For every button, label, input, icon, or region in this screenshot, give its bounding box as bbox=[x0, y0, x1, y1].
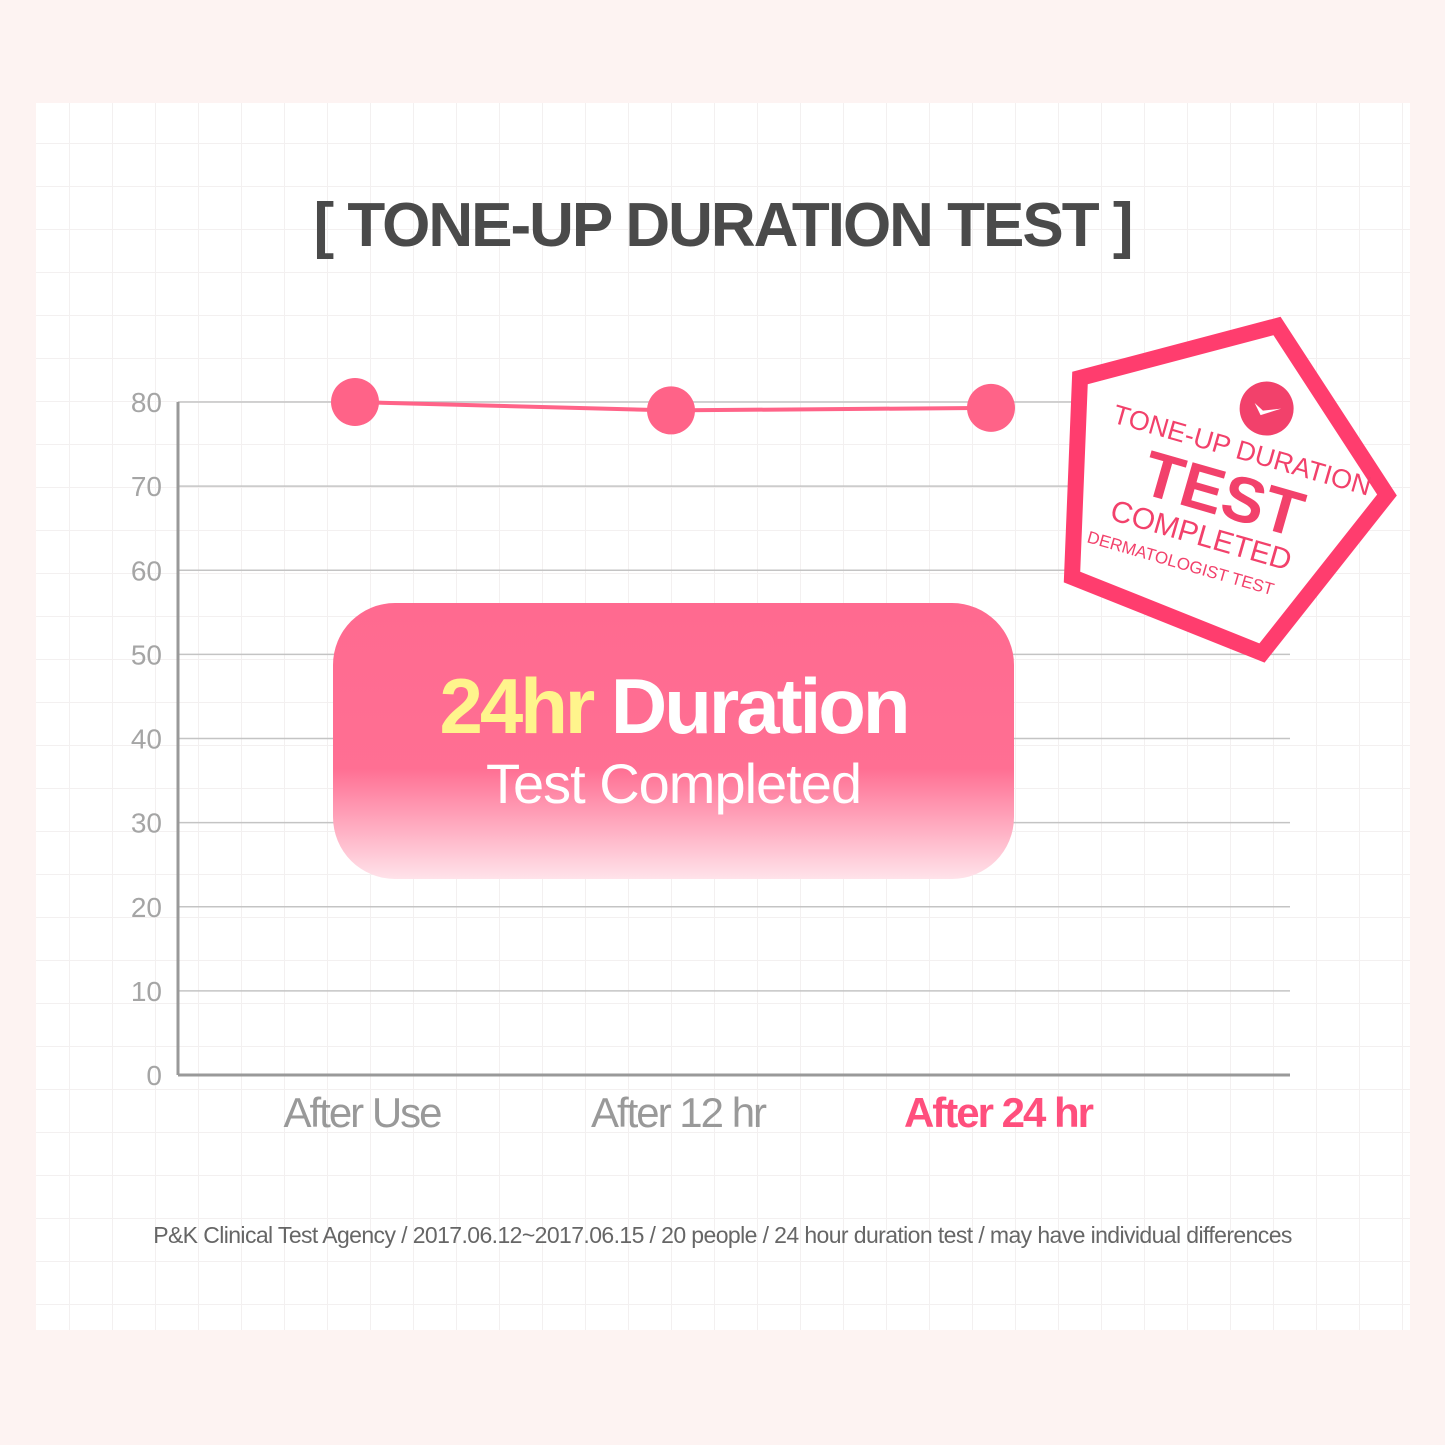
y-tick-label: 50 bbox=[131, 639, 162, 670]
data-point bbox=[331, 378, 379, 426]
y-tick-label: 60 bbox=[131, 555, 162, 586]
footnote: P&K Clinical Test Agency / 2017.06.12~20… bbox=[153, 1222, 1292, 1248]
x-tick-label: After 12 hr bbox=[591, 1089, 767, 1136]
y-tick-label: 40 bbox=[131, 724, 162, 755]
y-tick-label: 20 bbox=[131, 892, 162, 923]
callout-main: Duration bbox=[610, 662, 911, 750]
y-tick-label: 0 bbox=[146, 1060, 162, 1091]
x-tick-label: After 24 hr bbox=[904, 1089, 1094, 1136]
y-tick-label: 70 bbox=[131, 471, 162, 502]
y-tick-label: 30 bbox=[131, 808, 162, 839]
x-tick-label: After Use bbox=[283, 1089, 441, 1136]
chart-title: [ TONE-UP DURATION TEST ] bbox=[313, 191, 1134, 260]
callout-highlight: 24hr bbox=[439, 662, 595, 750]
duration-callout: 24hr Duration Test Completed bbox=[333, 603, 1014, 879]
callout-sub: Test Completed bbox=[485, 752, 862, 815]
y-tick-label: 80 bbox=[131, 387, 162, 418]
data-point bbox=[647, 386, 695, 435]
data-point bbox=[967, 383, 1015, 432]
y-tick-label: 10 bbox=[131, 976, 162, 1007]
